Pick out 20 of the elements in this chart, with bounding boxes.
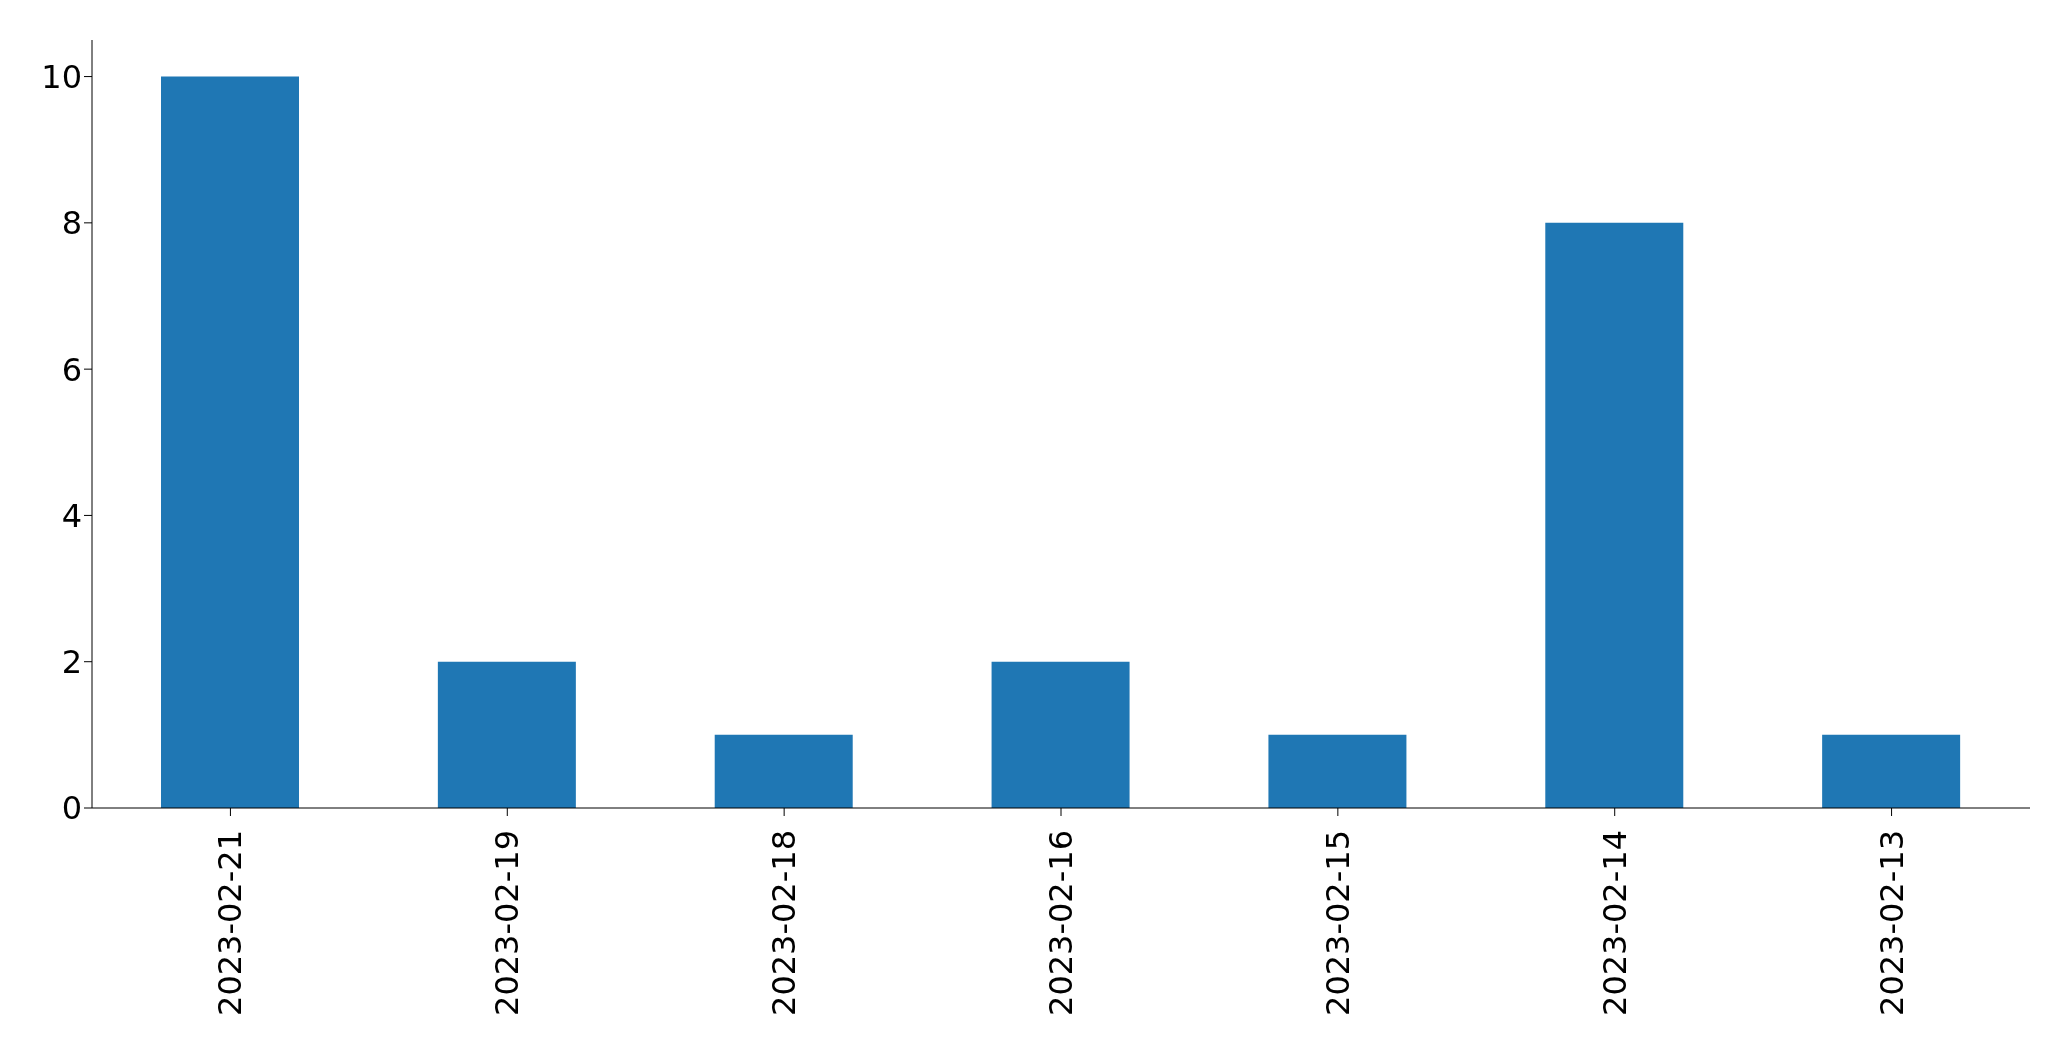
bar xyxy=(714,734,853,808)
x-tick-label: 2023-02-21 xyxy=(211,830,250,1016)
x-tick-label: 2023-02-14 xyxy=(1595,830,1634,1016)
bar xyxy=(437,661,576,808)
y-tick-label: 4 xyxy=(61,496,82,535)
y-tick-label: 0 xyxy=(61,789,82,828)
y-tick-label: 2 xyxy=(61,643,82,682)
bar xyxy=(1822,734,1961,808)
x-tick-label: 2023-02-19 xyxy=(488,830,527,1016)
bar xyxy=(991,661,1130,808)
x-tick-label: 2023-02-16 xyxy=(1042,830,1080,1016)
x-tick-label: 2023-02-15 xyxy=(1318,830,1357,1016)
y-tick-label: 8 xyxy=(61,204,82,243)
x-tick-label: 2023-02-18 xyxy=(765,830,804,1016)
y-tick-label: 6 xyxy=(61,350,82,389)
bar xyxy=(1545,222,1684,808)
bar xyxy=(1268,734,1407,808)
y-tick-label: 10 xyxy=(41,57,82,96)
bar xyxy=(161,76,299,808)
x-tick-label: 2023-02-13 xyxy=(1872,830,1911,1016)
